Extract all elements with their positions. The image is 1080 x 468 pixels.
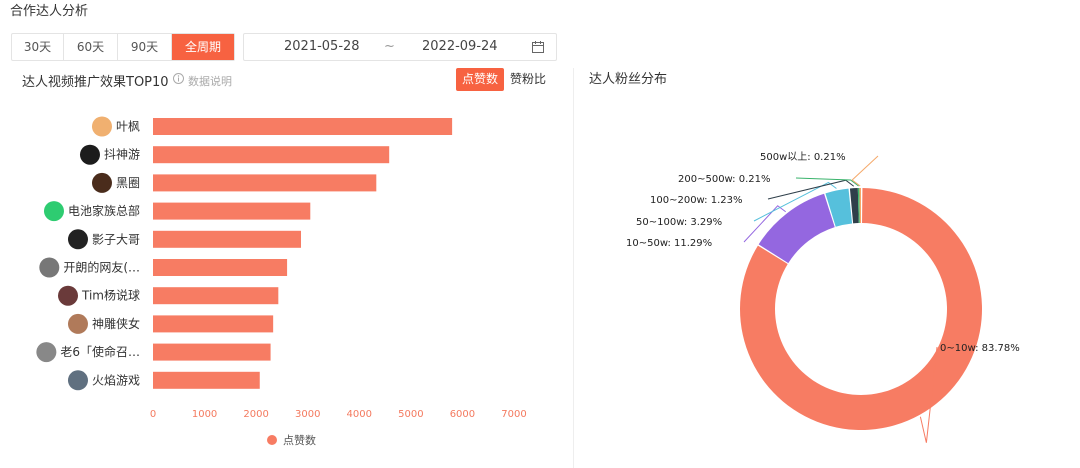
slice-label-1: 10~50w: 11.29% [626,238,712,249]
metric-likes-button[interactable]: 点赞数 [456,68,505,91]
date-range-picker[interactable]: 2021-05-28 ~ 2022-09-24 [243,33,557,61]
avatar-icon-8 [36,342,57,363]
donut-slice-2[interactable] [825,188,853,227]
slice-leader-line-0 [919,346,938,443]
bar-0[interactable] [153,118,453,135]
period-60d-button[interactable]: 60天 [64,34,118,60]
metric-toggle: 点赞数 赞粉比 [456,68,552,91]
donut-slice-4[interactable] [857,188,860,224]
bar-4[interactable] [153,230,302,248]
bar-7[interactable] [153,315,274,333]
info-icon[interactable] [173,73,184,84]
x-tick-label-3: 3000 [295,409,320,420]
donut-slice-5[interactable] [859,188,861,224]
avatar-icon-0 [91,116,112,137]
category-label-5: 开朗的网友(… [63,260,140,275]
bar-8[interactable] [153,343,271,361]
panel-divider [573,68,574,468]
slice-leader-line-1 [743,205,786,243]
slice-leader-line-4 [795,177,859,187]
legend-label[interactable]: 点赞数 [283,434,316,447]
legend-swatch [267,435,277,445]
x-tick-label-5: 5000 [398,409,423,420]
x-tick-label-1: 1000 [192,409,217,420]
calendar-icon[interactable] [532,41,544,53]
x-tick-label-4: 4000 [347,409,372,420]
category-label-0: 叶枫 [116,119,140,134]
date-separator: ~ [384,39,395,54]
category-label-3: 电池家族总部 [68,203,140,218]
slice-label-4: 200~500w: 0.21% [678,174,771,185]
donut-slice-3[interactable] [849,188,859,224]
avatar-icon-1 [79,144,100,165]
category-label-6: Tim杨说球 [81,288,140,303]
avatar-icon-7 [67,313,88,334]
avatar-icon-4 [67,229,88,250]
x-tick-label-6: 6000 [450,409,475,420]
date-start: 2021-05-28 [284,39,360,54]
category-label-9: 火焰游戏 [92,372,140,387]
date-end: 2022-09-24 [422,39,498,54]
page-title: 合作达人分析 [10,4,89,19]
category-label-7: 神雕侠女 [92,316,140,331]
metric-like-fan-ratio-button[interactable]: 赞粉比 [510,72,547,86]
slice-label-3: 100~200w: 1.23% [650,195,743,206]
bar-9[interactable] [153,371,260,389]
bar-3[interactable] [153,202,311,220]
left-panel-title: 达人视频推广效果TOP10 [22,75,169,90]
avatar-icon-3 [43,201,64,222]
category-label-4: 影子大哥 [92,232,140,246]
fan-distribution-donut-chart: 0~10w: 83.78% 10~50w: 11.29% 50~100w: 3.29… [626,151,1020,443]
slice-label-0: 0~10w: 83.78% [940,343,1020,354]
slice-label-2: 50~100w: 3.29% [636,217,722,228]
avatar-icon-9 [67,370,88,391]
x-tick-label-7: 7000 [501,409,526,420]
avatar-icon-2 [91,172,112,193]
right-panel-title: 达人粉丝分布 [589,72,668,87]
category-label-8: 老6「使命召… [60,344,140,359]
donut-slice-1[interactable] [758,193,835,264]
period-selector: 30天 60天 90天 全周期 [11,33,235,61]
period-all-button[interactable]: 全周期 [172,34,234,60]
bar-1[interactable] [153,146,390,164]
bar-5[interactable] [153,259,288,276]
x-tick-label-2: 2000 [243,409,268,420]
slice-label-5: 500w以上: 0.21% [760,151,846,163]
slice-leader-line-5 [851,155,879,187]
avatar-icon-6 [58,285,78,306]
bar-2[interactable] [153,174,377,192]
period-30d-button[interactable]: 30天 [12,34,64,60]
avatar-icon-5 [39,257,60,278]
x-tick-label-0: 0 [150,409,156,420]
slice-leader-line-2 [753,181,837,222]
data-explanation-link[interactable]: 数据说明 [188,75,232,88]
period-90d-button[interactable]: 90天 [118,34,172,60]
category-label-2: 黑圈 [116,176,140,190]
bar-6[interactable] [153,287,279,305]
category-label-1: 抖神游 [104,148,140,162]
